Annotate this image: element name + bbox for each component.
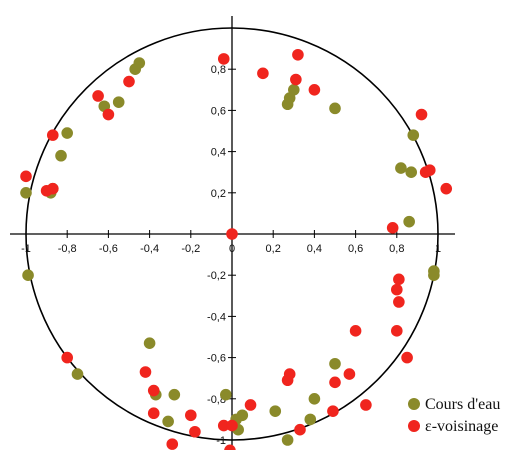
point-epsilon-voisinage <box>123 75 135 88</box>
point-cours-d-eau <box>220 388 232 401</box>
point-cours-d-eau <box>162 415 174 428</box>
point-epsilon-voisinage <box>349 325 362 337</box>
point-epsilon-voisinage <box>391 325 403 337</box>
point-cours-d-eau <box>405 166 418 178</box>
x-tick-label: -0,8 <box>58 243 77 255</box>
point-cours-d-eau <box>112 96 125 108</box>
point-epsilon-voisinage <box>401 351 413 364</box>
x-tick-label: -0,4 <box>140 243 159 255</box>
point-cours-d-eau <box>403 215 415 228</box>
y-tick-label: 0,6 <box>211 105 226 117</box>
point-epsilon-voisinage <box>393 273 405 286</box>
point-cours-d-eau <box>20 187 32 199</box>
point-cours-d-eau <box>281 434 294 446</box>
point-epsilon-voisinage <box>40 184 53 197</box>
point-epsilon-voisinage <box>440 182 453 195</box>
legend: Cours d'eau ε-voisinage <box>408 396 500 435</box>
point-epsilon-voisinage <box>166 438 179 450</box>
point-epsilon-voisinage <box>257 67 269 80</box>
y-tick-label: 0,2 <box>211 188 226 200</box>
point-cours-d-eau <box>329 102 341 115</box>
legend-label-cours-d-eau: Cours d'eau <box>425 396 500 413</box>
legend-marker-epsilon-voisinage <box>408 420 420 432</box>
point-cours-d-eau <box>395 162 407 174</box>
point-cours-d-eau <box>143 337 156 349</box>
y-tick-label: -0,2 <box>207 270 226 282</box>
x-tick-label: 0,6 <box>348 243 363 255</box>
point-epsilon-voisinage <box>294 423 306 436</box>
y-tick-label: -1 <box>216 435 226 447</box>
point-cours-d-eau <box>288 84 300 96</box>
x-tick-label: -0,2 <box>181 243 200 255</box>
y-tick-label: -0,6 <box>207 353 226 365</box>
point-epsilon-voisinage <box>308 84 321 96</box>
legend-label-epsilon-voisinage: ε-voisinage <box>425 418 498 435</box>
point-epsilon-voisinage <box>61 351 73 364</box>
point-cours-d-eau <box>55 149 67 162</box>
point-epsilon-voisinage <box>46 129 59 141</box>
point-epsilon-voisinage <box>147 407 160 420</box>
point-epsilon-voisinage <box>226 419 238 432</box>
point-epsilon-voisinage <box>244 399 257 411</box>
y-tick-label: -0,4 <box>207 311 226 323</box>
x-tick-label: 0,4 <box>307 243 322 255</box>
x-tick-label: 1 <box>435 243 441 255</box>
point-cours-d-eau <box>71 368 84 380</box>
point-cours-d-eau <box>236 409 249 422</box>
x-tick-label: 0 <box>229 243 235 255</box>
legend-marker-cours-d-eau <box>408 398 420 410</box>
point-epsilon-voisinage <box>226 228 238 240</box>
point-epsilon-voisinage <box>386 222 399 234</box>
point-epsilon-voisinage <box>391 283 403 296</box>
point-epsilon-voisinage <box>329 376 341 389</box>
x-tick-label: -0,6 <box>99 243 118 255</box>
point-cours-d-eau <box>304 413 317 426</box>
x-tick-label: 0,8 <box>389 243 404 255</box>
point-epsilon-voisinage <box>147 384 160 397</box>
y-tick-label: 0,8 <box>211 64 226 76</box>
point-cours-d-eau <box>308 393 321 405</box>
point-epsilon-voisinage <box>393 296 405 308</box>
point-cours-d-eau <box>129 63 141 75</box>
point-cours-d-eau <box>61 127 73 139</box>
point-epsilon-voisinage <box>343 368 356 380</box>
point-cours-d-eau <box>168 388 181 401</box>
point-epsilon-voisinage <box>102 108 115 121</box>
x-tick-label: -1 <box>21 243 31 255</box>
point-epsilon-voisinage <box>292 48 304 61</box>
point-epsilon-voisinage <box>217 53 230 65</box>
point-epsilon-voisinage <box>415 108 428 121</box>
point-epsilon-voisinage <box>20 170 32 183</box>
x-tick-label: 0,2 <box>266 243 281 255</box>
point-cours-d-eau <box>22 269 34 282</box>
point-epsilon-voisinage <box>290 73 302 86</box>
point-cours-d-eau <box>407 129 420 141</box>
ticks-group: -1 -0,8 -0,6 -0,4 -0,2 0 0,2 0,4 0,6 0,8 1 0,8 0,6 0,… <box>21 64 441 447</box>
points-group <box>20 48 453 455</box>
point-epsilon-voisinage <box>92 90 104 102</box>
point-cours-d-eau <box>428 269 440 282</box>
point-epsilon-voisinage <box>139 366 152 378</box>
point-epsilon-voisinage <box>360 399 372 411</box>
point-cours-d-eau <box>329 357 341 370</box>
point-epsilon-voisinage <box>423 164 436 176</box>
point-cours-d-eau <box>269 405 282 417</box>
point-epsilon-voisinage <box>327 405 339 417</box>
point-epsilon-voisinage <box>185 409 197 422</box>
point-epsilon-voisinage <box>281 374 294 387</box>
point-epsilon-voisinage <box>189 425 201 438</box>
point-epsilon-voisinage <box>217 419 230 432</box>
y-tick-label: 0,4 <box>211 147 226 159</box>
